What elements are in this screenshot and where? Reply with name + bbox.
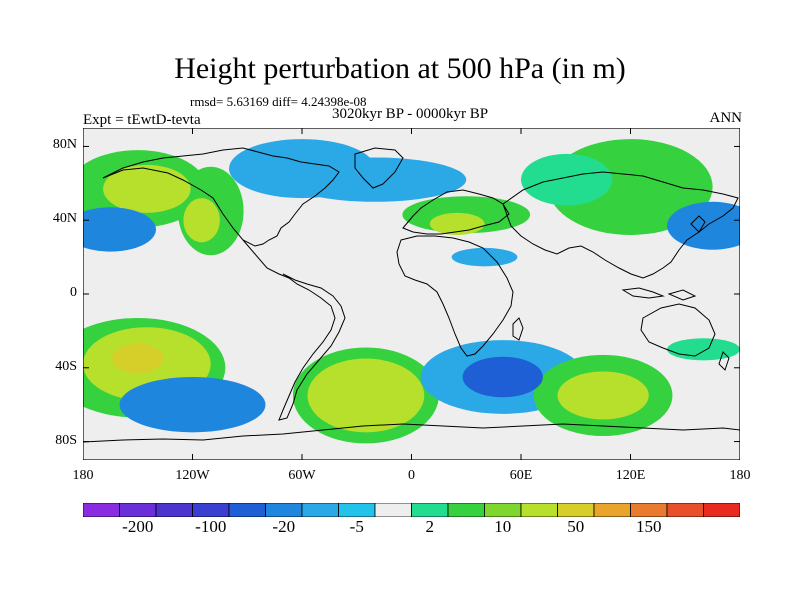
colorbar-box xyxy=(520,503,558,517)
colorbar-label: -100 xyxy=(195,517,227,536)
lon-label: 180 xyxy=(72,468,94,483)
lon-label: 120E xyxy=(615,468,646,483)
experiment-label: Expt = tEwtD-tevta xyxy=(83,112,201,128)
field-region-20 xyxy=(462,356,543,398)
axis-ticks xyxy=(83,128,740,460)
colorbar-box xyxy=(557,503,595,517)
colorbar-label: -5 xyxy=(349,517,364,536)
lat-label: 80N xyxy=(52,137,77,153)
colorbar-label: -20 xyxy=(272,517,296,536)
colorbar-box xyxy=(155,503,193,517)
field-region-0 xyxy=(103,164,191,213)
field-region-23 xyxy=(667,338,740,361)
colorbar-box xyxy=(666,503,704,517)
field-region-11 xyxy=(667,201,740,250)
colorbar-box xyxy=(703,503,740,517)
colorbar-box xyxy=(301,503,339,517)
colorbar-box xyxy=(338,503,376,517)
field-region-12 xyxy=(451,247,518,267)
field-region-14 xyxy=(112,343,164,374)
field-region-3 xyxy=(183,198,220,243)
map-plot xyxy=(83,128,740,460)
colorbar-label: 10 xyxy=(494,517,512,536)
field-region-17 xyxy=(307,358,425,433)
colorbar-label: 50 xyxy=(567,517,585,536)
colorbar-box xyxy=(192,503,230,517)
season-label: ANN xyxy=(709,110,743,126)
colorbar-box xyxy=(228,503,266,517)
colorbar-box xyxy=(83,503,120,517)
colorbar-label: 150 xyxy=(636,517,662,536)
lon-label: 60W xyxy=(288,468,316,483)
colorbar-box xyxy=(447,503,485,517)
colorbar xyxy=(83,503,740,517)
colorbar-box xyxy=(630,503,668,517)
lon-label: 120W xyxy=(175,468,210,483)
colorbar-box xyxy=(374,503,412,517)
field-region-10 xyxy=(521,153,613,206)
colorbar-label: 2 xyxy=(425,517,435,536)
colorbar-box xyxy=(411,503,449,517)
colorbar-box xyxy=(119,503,157,517)
lat-label: 40S xyxy=(55,358,77,374)
field-region-21 xyxy=(557,371,649,420)
map-subtitle: 3020kyr BP - 0000kyr BP xyxy=(331,106,489,122)
colorbar-box xyxy=(593,503,631,517)
lat-label: 0 xyxy=(70,285,77,300)
map-title: Height perturbation at 500 hPa (in m) xyxy=(174,52,626,85)
colorbar-label: -200 xyxy=(122,517,154,536)
lon-label: 0 xyxy=(408,468,415,483)
lat-label: 80S xyxy=(55,432,77,448)
field-region-6 xyxy=(283,157,467,202)
field-region-16 xyxy=(119,377,266,433)
field-region-2 xyxy=(83,207,156,252)
perturbation-field xyxy=(83,139,740,444)
statistics-text: rmsd= 5.63169 diff= 4.24398e-08 xyxy=(190,94,367,109)
colorbar-box xyxy=(484,503,522,517)
lon-label: 60E xyxy=(509,468,533,483)
lat-label: 40N xyxy=(52,211,77,227)
colorbar-box xyxy=(265,503,303,517)
lon-label: 180 xyxy=(729,468,751,483)
coastlines xyxy=(83,147,740,443)
